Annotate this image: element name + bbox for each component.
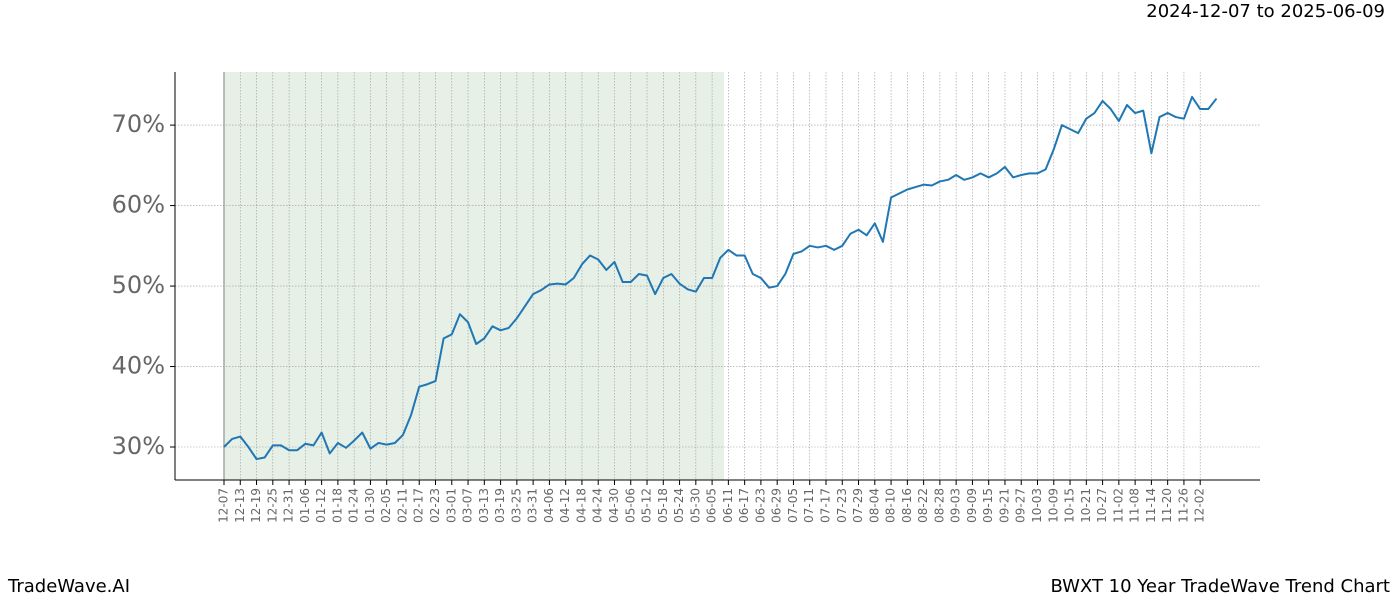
x-tick-label: 06-05 [705, 488, 719, 523]
x-tick-label: 04-12 [558, 488, 572, 523]
x-tick-label: 02-11 [395, 488, 409, 523]
x-tick-label: 05-30 [688, 488, 702, 523]
x-tick-label: 12-07 [217, 488, 231, 523]
y-tick-label: 40% [112, 352, 165, 380]
x-tick-label: 07-11 [802, 488, 816, 523]
x-tick-label: 03-07 [461, 488, 475, 523]
x-tick-label: 04-24 [591, 488, 605, 523]
x-tick-label: 03-13 [477, 488, 491, 523]
x-tick-label: 03-19 [493, 488, 507, 523]
x-tick-label: 12-13 [233, 488, 247, 523]
x-tick-label: 07-29 [851, 488, 865, 523]
x-tick-label: 05-12 [640, 488, 654, 523]
x-tick-label: 06-11 [721, 488, 735, 523]
x-tick-label: 01-30 [363, 488, 377, 523]
x-tick-label: 05-18 [656, 488, 670, 523]
x-tick-label: 12-25 [265, 488, 279, 523]
x-tick-label: 09-21 [997, 488, 1011, 523]
x-tick-label: 04-30 [607, 488, 621, 523]
x-tick-label: 11-20 [1160, 488, 1174, 523]
x-tick-label: 11-02 [1111, 488, 1125, 523]
x-tick-label: 09-27 [1014, 488, 1028, 523]
x-tick-label: 07-05 [786, 488, 800, 523]
x-tick-label: 03-25 [509, 488, 523, 523]
x-tick-label: 02-05 [379, 488, 393, 523]
x-tick-label: 07-17 [818, 488, 832, 523]
x-tick-label: 10-21 [1079, 488, 1093, 523]
x-tick-label: 05-24 [672, 488, 686, 523]
x-tick-label: 09-15 [981, 488, 995, 523]
x-tick-label: 04-18 [574, 488, 588, 523]
y-tick-label: 50% [112, 271, 165, 299]
x-tick-label: 09-09 [965, 488, 979, 523]
x-tick-label: 08-28 [932, 488, 946, 523]
x-tick-label: 02-23 [428, 488, 442, 523]
x-tick-label: 08-22 [916, 488, 930, 523]
x-tick-label: 01-18 [330, 488, 344, 523]
x-tick-label: 06-29 [770, 488, 784, 523]
footer-left: TradeWave.AI [7, 576, 130, 597]
x-tick-label: 01-12 [314, 488, 328, 523]
x-tick-label: 06-17 [737, 488, 751, 523]
x-tick-label: 05-06 [623, 488, 637, 523]
trend-line [223, 95, 1218, 461]
y-tick-label: 70% [112, 110, 165, 138]
x-tick-label: 03-31 [526, 488, 540, 523]
x-tick-label: 07-23 [835, 488, 849, 523]
x-tick-label: 09-03 [949, 488, 963, 523]
x-tick-label: 10-15 [1063, 488, 1077, 523]
x-tick-label: 12-02 [1193, 488, 1207, 523]
highlight-region [224, 72, 724, 480]
x-tick-label: 04-06 [542, 488, 556, 523]
x-tick-label: 01-24 [347, 488, 361, 523]
x-tick-label: 10-03 [1030, 488, 1044, 523]
plot-area [175, 72, 1260, 480]
x-tick-label: 03-01 [444, 488, 458, 523]
x-tick-label: 08-04 [867, 488, 881, 523]
y-tick-label: 60% [112, 191, 165, 219]
x-tick-label: 08-10 [884, 488, 898, 523]
x-tick-label: 02-17 [412, 488, 426, 523]
footer-right: BWXT 10 Year TradeWave Trend Chart [1050, 576, 1390, 597]
x-tick-label: 01-06 [298, 488, 312, 523]
x-tick-label: 12-19 [249, 488, 263, 523]
x-tick-label: 11-14 [1144, 488, 1158, 523]
x-tick-label: 10-09 [1046, 488, 1060, 523]
x-tick-label: 10-27 [1095, 488, 1109, 523]
x-tick-label: 08-16 [900, 488, 914, 523]
x-tick-label: 12-31 [282, 488, 296, 523]
x-tick-label: 06-23 [753, 488, 767, 523]
chart-title: 2024-12-07 to 2025-06-09 [1146, 1, 1385, 22]
x-tick-label: 11-08 [1128, 488, 1142, 523]
x-tick-label: 11-26 [1176, 488, 1190, 523]
y-tick-label: 30% [112, 432, 165, 460]
